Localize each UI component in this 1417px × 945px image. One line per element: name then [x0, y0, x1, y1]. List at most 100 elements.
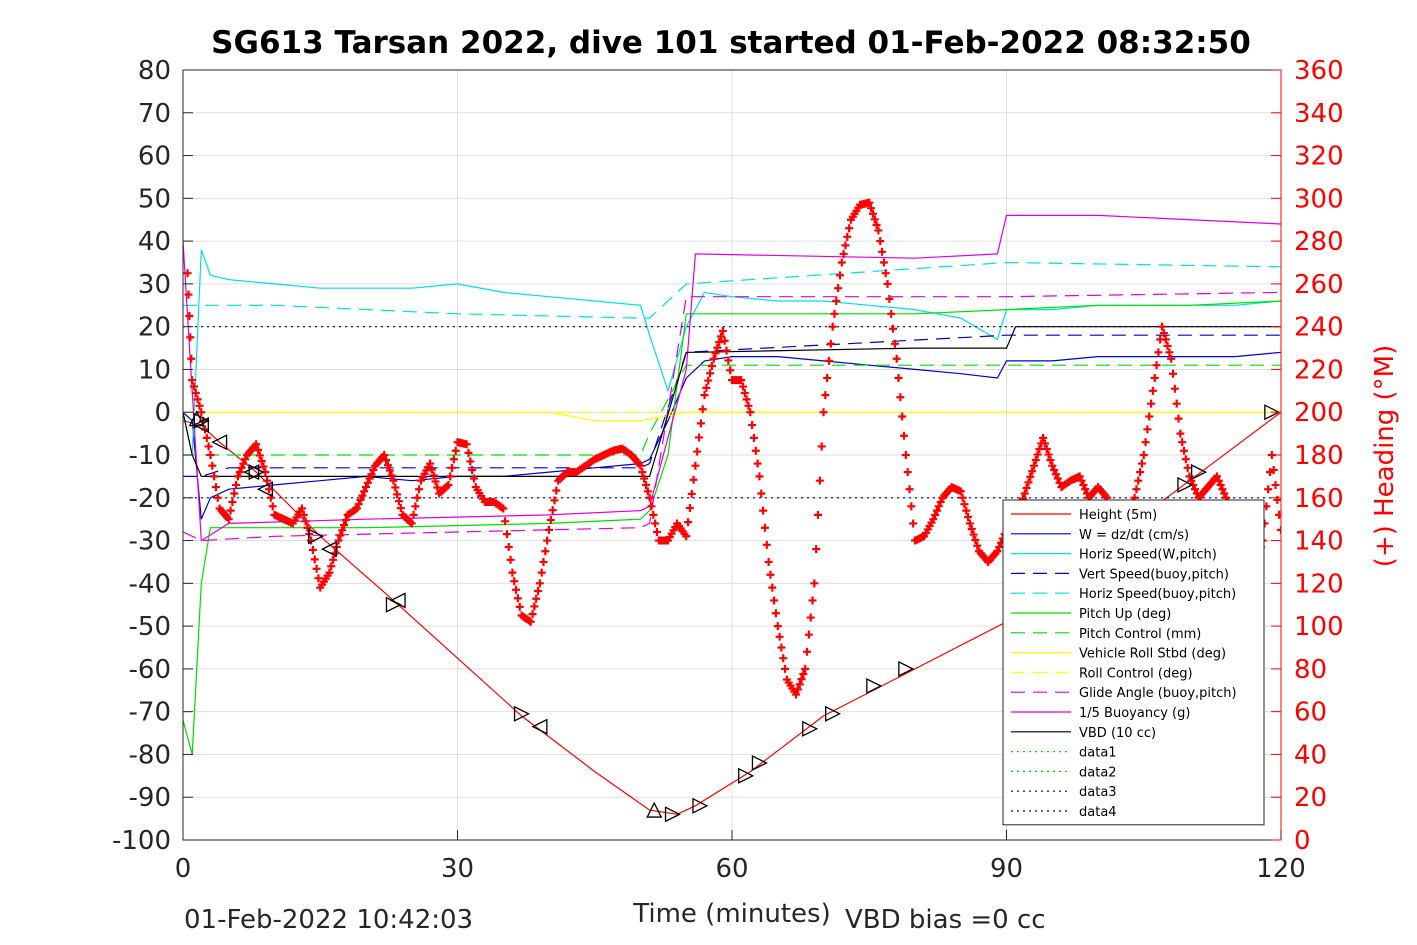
heading-marker — [184, 290, 193, 299]
heading-marker — [394, 497, 403, 506]
heading-marker — [226, 506, 235, 515]
triangle-right-marker — [1177, 476, 1194, 493]
heading-marker — [691, 461, 700, 470]
heading-marker — [706, 369, 715, 378]
heading-marker — [241, 455, 250, 464]
triangle-left-marker — [243, 464, 260, 481]
heading-marker — [960, 500, 969, 509]
heading-marker — [649, 510, 658, 519]
heading-marker — [356, 495, 365, 504]
heading-marker — [1154, 348, 1163, 357]
heading-marker — [393, 490, 402, 499]
legend-entry-label: Glide Angle (buoy,pitch) — [1079, 686, 1237, 701]
heading-marker — [804, 630, 813, 639]
heading-marker — [812, 545, 821, 554]
y-tick-label: 70 — [138, 99, 171, 129]
heading-marker — [879, 258, 888, 267]
series-line-vbd-10-cc- — [183, 326, 1281, 477]
heading-marker — [1033, 450, 1042, 459]
heading-marker — [427, 465, 436, 474]
heading-marker — [898, 412, 907, 421]
heading-marker — [715, 338, 724, 347]
heading-marker — [197, 408, 206, 417]
heading-marker — [530, 602, 539, 611]
heading-marker — [297, 504, 306, 513]
heading-marker — [448, 463, 457, 472]
heading-marker — [308, 545, 317, 554]
heading-marker — [969, 530, 978, 539]
heading-marker — [726, 366, 735, 375]
heading-marker — [449, 455, 458, 464]
heading-marker — [759, 506, 768, 515]
triangle-right-marker — [898, 660, 915, 677]
right-y-tick-label: 360 — [1294, 56, 1344, 86]
heading-marker — [755, 472, 764, 481]
heading-marker — [257, 456, 266, 465]
heading-marker — [835, 271, 844, 280]
heading-marker — [689, 475, 698, 484]
heading-marker — [1077, 476, 1086, 485]
heading-marker — [506, 555, 515, 564]
heading-marker — [340, 521, 349, 530]
heading-marker — [380, 451, 389, 459]
heading-marker — [1039, 433, 1048, 442]
heading-marker — [237, 463, 246, 472]
heading-marker — [387, 471, 396, 480]
heading-marker — [870, 215, 879, 224]
heading-marker — [508, 568, 517, 577]
triangle-right-marker — [248, 464, 265, 481]
heading-marker — [815, 476, 824, 485]
heading-marker — [909, 519, 918, 528]
heading-marker — [541, 547, 550, 556]
heading-marker — [235, 468, 244, 477]
right-y-tick-label: 300 — [1294, 184, 1344, 214]
heading-marker — [826, 339, 835, 348]
heading-marker — [707, 362, 716, 371]
right-y-tick-label: 140 — [1294, 527, 1344, 557]
heading-marker — [431, 477, 440, 486]
heading-marker — [647, 502, 656, 511]
heading-marker — [407, 519, 416, 528]
footer-vbd-bias: VBD bias =0 cc — [845, 905, 1046, 935]
y-tick-label: -70 — [129, 698, 171, 728]
heading-marker — [310, 555, 319, 564]
heading-marker — [1028, 467, 1037, 476]
heading-marker — [334, 536, 343, 545]
heading-marker — [1180, 446, 1189, 455]
heading-marker — [1152, 361, 1161, 370]
heading-marker — [210, 472, 219, 481]
heading-marker — [832, 297, 841, 305]
right-y-tick-label: 180 — [1294, 441, 1344, 471]
heading-marker — [724, 356, 733, 365]
heading-marker — [742, 395, 751, 404]
heading-marker — [1212, 472, 1221, 481]
heading-marker — [936, 498, 945, 507]
heading-marker — [545, 525, 553, 534]
heading-marker — [773, 622, 782, 631]
heading-marker — [232, 480, 241, 489]
heading-marker — [515, 602, 524, 611]
heading-marker — [1035, 445, 1044, 454]
heading-marker — [995, 542, 1004, 551]
heading-marker — [1137, 459, 1146, 468]
heading-marker — [383, 461, 392, 470]
legend-entry-label: Height (5m) — [1079, 508, 1157, 523]
heading-marker — [1169, 369, 1178, 378]
heading-marker — [1143, 425, 1152, 434]
heading-marker — [513, 594, 522, 603]
triangle-right-marker — [193, 412, 210, 429]
heading-marker — [512, 585, 521, 594]
y-tick-label: -60 — [129, 655, 171, 685]
heading-marker — [263, 476, 272, 485]
right-y-tick-label: 220 — [1294, 355, 1344, 385]
heading-marker — [1178, 438, 1187, 447]
heading-marker — [1022, 483, 1031, 492]
heading-marker — [1040, 439, 1049, 448]
series-line-horiz-speed-w-pitch- — [183, 249, 1281, 456]
heading-marker — [1046, 456, 1055, 465]
heading-marker — [409, 510, 418, 519]
triangle-right-marker — [385, 596, 402, 613]
heading-marker — [834, 284, 843, 293]
heading-marker — [868, 209, 877, 218]
y-tick-label: 10 — [138, 355, 171, 385]
